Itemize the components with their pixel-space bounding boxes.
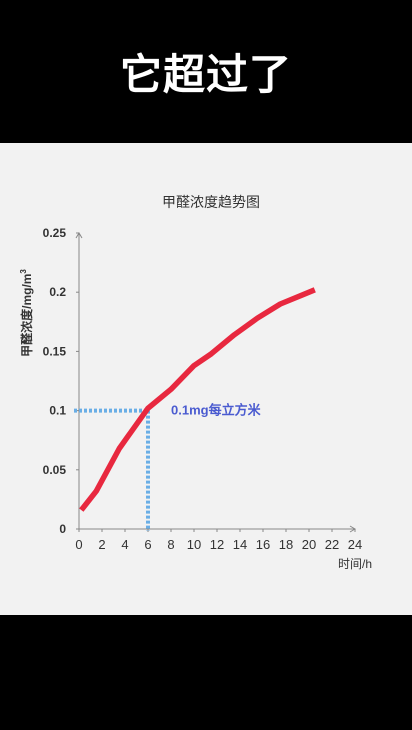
plot-area: 00.050.10.150.20.250 2 4 6 8 10 12 14 16 18 20 22 24… [43,226,363,552]
y-axis-label-sup: 3 [19,269,28,274]
series-line [79,287,316,512]
chart-title: 甲醛浓度趋势图 [162,194,260,210]
x-tick-label: 20 [302,537,316,552]
y-tick-label: 0.25 [43,226,67,240]
x-tick-label: 8 [167,537,174,552]
bottom-bar [0,615,412,730]
y-tick-label: 0.1 [49,404,66,418]
x-tick-label: 14 [233,537,247,552]
y-tick-label: 0.15 [43,344,67,358]
y-axis-label: 甲醛浓度/mg/m3 [19,269,34,357]
x-tick-label: 2 [98,537,105,552]
headline-banner: 它超过了 [0,0,412,143]
x-tick-label: 10 [187,537,201,552]
x-axis-label: 时间/h [338,557,372,571]
x-tick-label: 16 [256,537,270,552]
y-tick-label: 0.2 [49,285,66,299]
y-axis-label-main: 甲醛浓度/mg/m [19,274,34,357]
chart-panel: 甲醛浓度趋势图 甲醛浓度/mg/m3 时间/h 0 0.05 0.1 0.15 0.2 0… [0,143,412,615]
x-tick-label: 22 [325,537,339,552]
y-tick-label: 0 [59,522,66,536]
y-tick-label: 0.05 [43,463,67,477]
threshold-annotation: 0.1mg每立方米 [171,403,262,418]
formaldehyde-trend-chart: 甲醛浓度趋势图 甲醛浓度/mg/m3 时间/h 0 0.05 0.1 0.15 0.2 0… [19,194,372,571]
x-tick-label: 4 [121,537,128,552]
x-tick-label: 18 [279,537,293,552]
x-tick-label: 0 [75,537,82,552]
headline-text: 它超过了 [119,50,292,99]
x-tick-label: 6 [144,537,151,552]
x-tick-label: 12 [210,537,224,552]
x-tick-label: 24 [348,537,362,552]
